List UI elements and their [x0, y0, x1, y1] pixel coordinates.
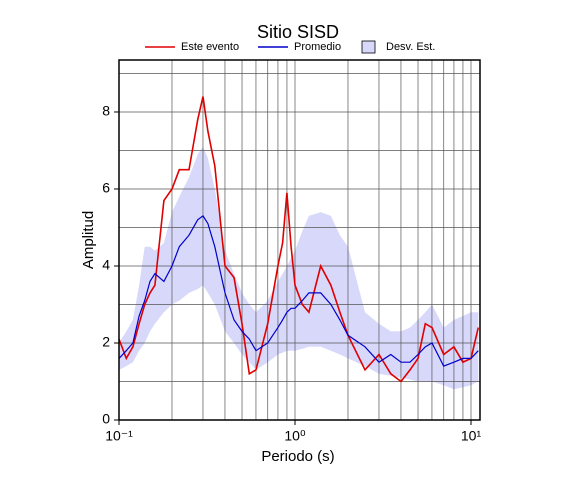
y-tick-label: 6 — [102, 180, 110, 196]
x-tick-label: 10⁻¹ — [105, 428, 133, 444]
y-tick-label: 0 — [102, 411, 110, 427]
chart-title: Sitio SISD — [257, 22, 339, 42]
x-tick-label: 10¹ — [461, 428, 482, 444]
y-tick-label: 4 — [102, 257, 110, 273]
y-tick-label: 8 — [102, 103, 110, 119]
x-axis-label: Periodo (s) — [261, 448, 334, 465]
legend-label: Desv. Est. — [386, 41, 435, 53]
legend-label: Este evento — [181, 41, 239, 53]
series-line — [118, 215, 479, 367]
plot-frame — [118, 59, 481, 421]
std-band — [119, 146, 479, 390]
legend-swatch — [361, 40, 376, 54]
y-axis-label: Amplitud — [80, 211, 97, 269]
x-tick-label: 10⁰ — [284, 428, 306, 444]
series-line — [118, 96, 480, 383]
y-tick-label: 2 — [102, 334, 110, 350]
legend-label: Promedio — [294, 41, 341, 53]
